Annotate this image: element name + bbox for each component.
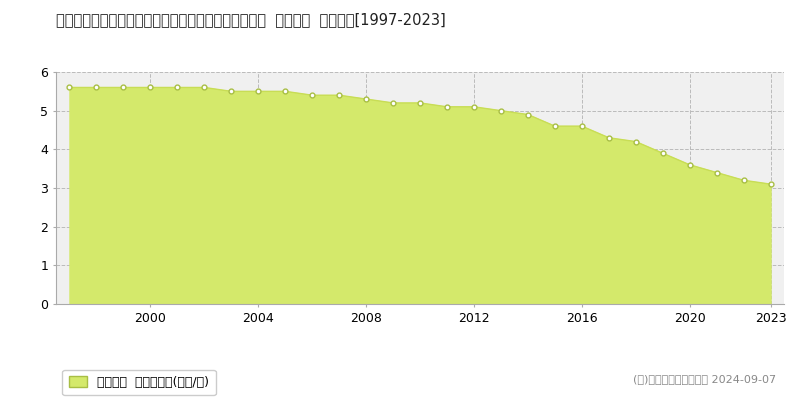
Text: 岩手県九戸郡軽米町大字軽米第３地割字中坊２８番３  基準地価  地価推移[1997-2023]: 岩手県九戸郡軽米町大字軽米第３地割字中坊２８番３ 基準地価 地価推移[1997-…: [56, 12, 446, 27]
Legend: 基準地価  平均坪単価(万円/坪): 基準地価 平均坪単価(万円/坪): [62, 370, 215, 395]
Text: (Ｃ)土地価格ドットコム 2024-09-07: (Ｃ)土地価格ドットコム 2024-09-07: [633, 374, 776, 384]
